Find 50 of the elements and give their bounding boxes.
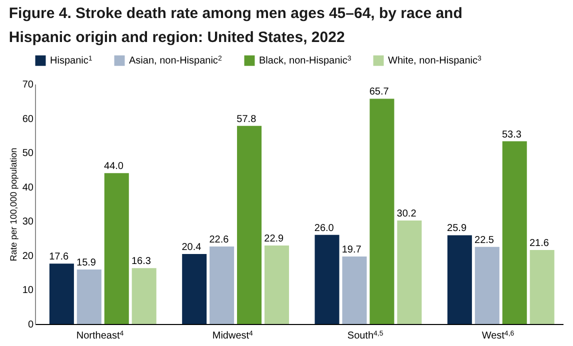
data-label: 25.9	[447, 223, 467, 234]
legend-label: White, non-Hispanic$^{3}$	[388, 55, 482, 67]
bar	[76, 269, 102, 324]
data-label: 22.6	[209, 234, 230, 246]
bar	[314, 234, 340, 324]
bar	[474, 246, 500, 324]
data-label: 15.9	[76, 257, 96, 268]
bar	[370, 98, 394, 324]
legend-label: Hispanic$^{1}$	[50, 55, 92, 67]
x-tick-label: Midwest$^{4}$	[212, 330, 254, 342]
bar	[182, 254, 207, 324]
legend-label: Black, non-Hispanic$^{3}$	[259, 55, 352, 67]
data-label: 19.7	[342, 244, 362, 256]
bar	[104, 173, 129, 324]
y-tick-label: 20	[22, 250, 34, 262]
data-label: 16.3	[131, 256, 152, 268]
y-tick-label: 40	[22, 182, 34, 194]
data-label: 57.8	[236, 114, 257, 125]
bar	[132, 268, 156, 324]
data-label: 30.2	[396, 208, 417, 220]
data-label: 53.3	[502, 129, 522, 140]
data-label: 21.6	[529, 238, 550, 249]
data-label: 26.0	[314, 222, 334, 234]
x-tick-label: Northeast$^{4}$	[76, 330, 124, 342]
bar	[49, 264, 74, 324]
data-label: 65.7	[369, 86, 390, 98]
y-tick-label: 0	[28, 320, 34, 330]
y-tick-label: 70	[22, 80, 34, 90]
data-label: 22.9	[264, 233, 284, 244]
bar	[447, 235, 472, 324]
y-tick-label: 50	[22, 148, 34, 160]
data-label: 20.4	[182, 242, 202, 254]
bar	[530, 250, 554, 324]
bar	[502, 141, 527, 324]
y-axis-title: Rate per 100,000 population	[8, 148, 18, 262]
y-tick-label: 30	[22, 216, 34, 228]
bar	[237, 126, 262, 324]
x-tick-label: West$^{4,6}$	[482, 330, 514, 342]
bar	[210, 246, 234, 324]
legend-label: Asian, non-Hispanic$^{2}$	[129, 55, 222, 67]
data-label: 44.0	[104, 161, 124, 172]
bar	[342, 256, 367, 324]
data-label: 22.5	[474, 234, 494, 246]
data-label: 17.6	[49, 252, 69, 263]
y-tick-label: 10	[22, 285, 34, 296]
chart-title: Figure 4. Stroke death rate among men ages 45–64, by race and Hispanic origin and region: United States, 2022	[8, 5, 462, 46]
x-tick-label: South$^{4,5}$	[347, 330, 384, 342]
y-tick-label: 60	[22, 114, 34, 125]
bar	[264, 245, 290, 324]
bar	[397, 220, 422, 324]
